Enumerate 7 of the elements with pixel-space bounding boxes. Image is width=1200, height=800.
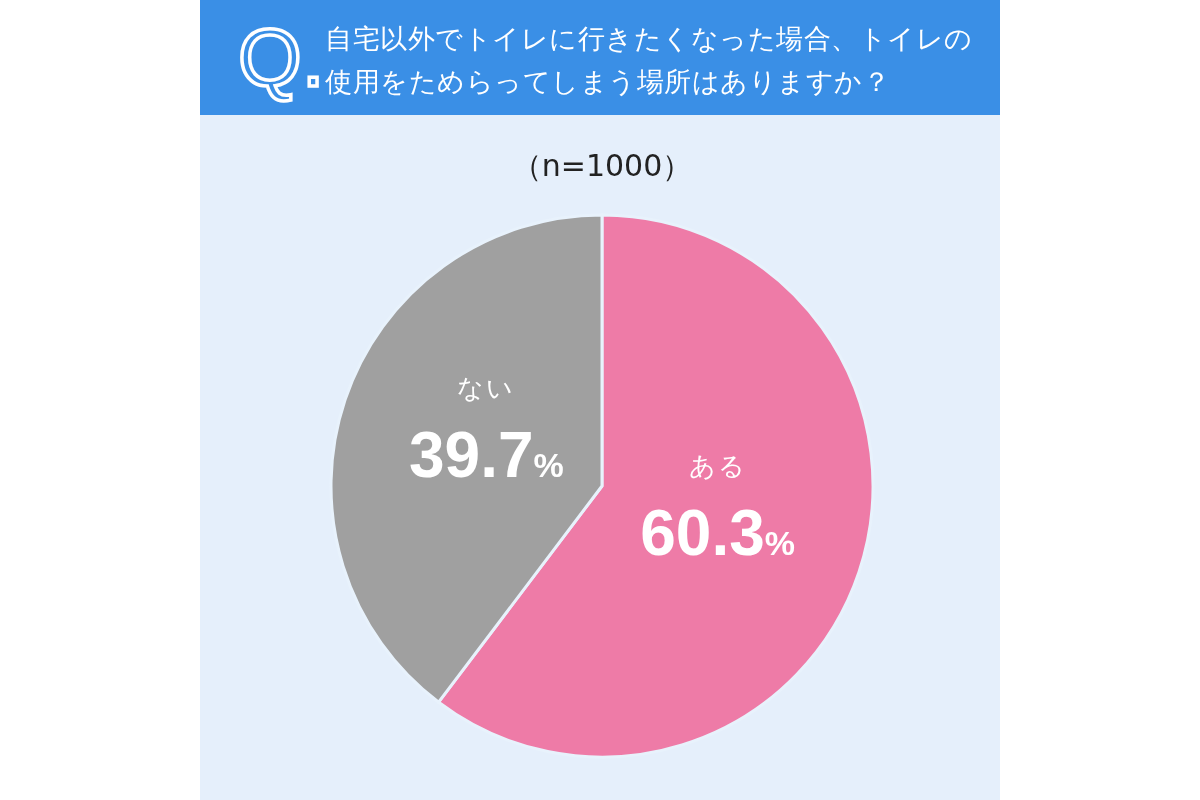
category-label: ある xyxy=(688,450,747,481)
category-label: ない xyxy=(457,373,516,404)
chart-title: 自宅以外でトイレに行きたくなった場合、トイレの使用をためらってしまう場所はありますか？ xyxy=(325,22,974,99)
chart-subtitle: （n=1000） xyxy=(510,147,694,185)
value-label: 39.7% xyxy=(409,419,564,492)
annotation: Q. xyxy=(238,12,325,103)
value-label: 60.3% xyxy=(640,496,795,569)
